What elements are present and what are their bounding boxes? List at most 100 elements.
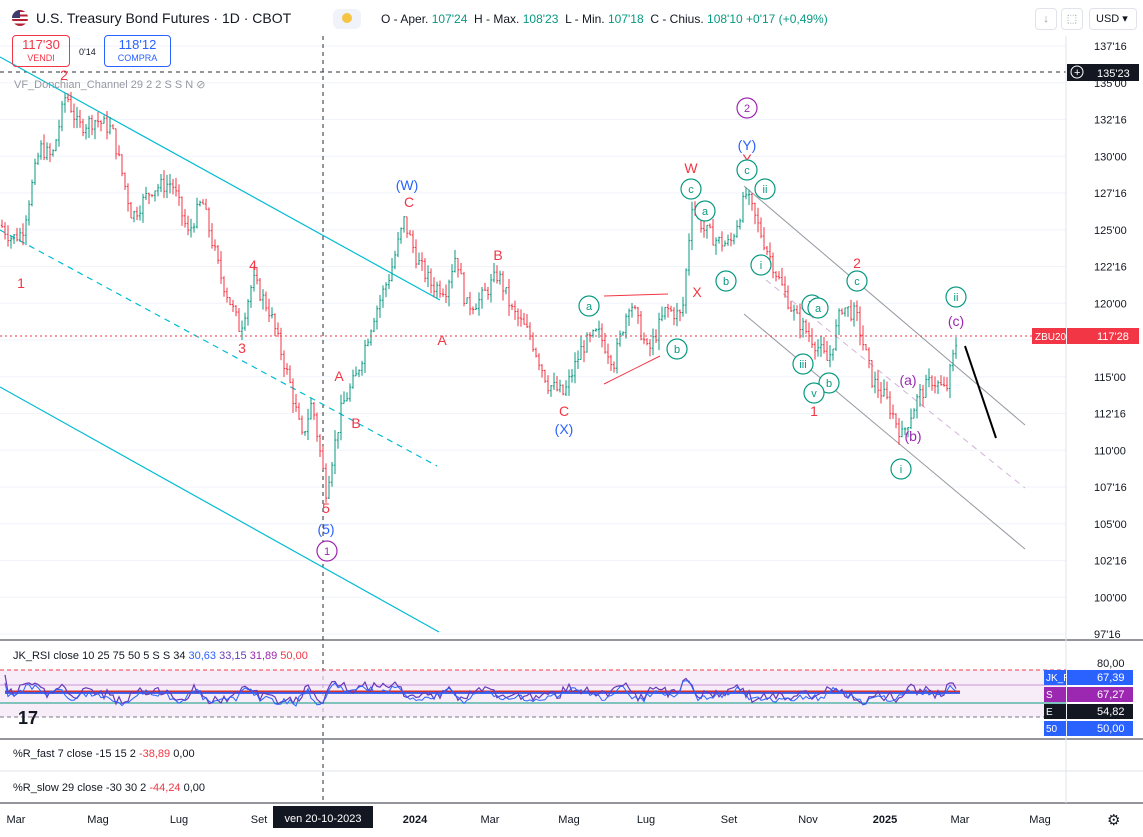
wave-label: (c)	[948, 313, 964, 329]
candle	[126, 183, 130, 212]
wave-circle	[945, 286, 967, 308]
fullscreen-icon[interactable]: ⬚	[1061, 8, 1083, 30]
candle	[366, 338, 370, 347]
candle	[372, 317, 376, 333]
candle	[720, 231, 724, 252]
candle	[582, 340, 586, 363]
crosshair-date-box	[273, 806, 373, 828]
candle	[240, 320, 244, 341]
candle	[846, 306, 850, 318]
candle	[804, 319, 808, 334]
candle	[897, 417, 901, 445]
symbol-title[interactable]: U.S. Treasury Bond Futures · 1D · CBOT	[36, 10, 292, 26]
wave-circle	[890, 458, 912, 480]
currency-select[interactable]: USD ▾	[1089, 8, 1137, 30]
candle	[216, 245, 220, 264]
price-axis: 137'16135'00132'16130'00127'16125'00122'…	[0, 41, 1139, 736]
rsi-legend[interactable]: JK_RSI close 10 25 75 50 5 S S 34 30,63 …	[13, 650, 308, 662]
candle	[45, 142, 49, 161]
candle	[690, 201, 694, 251]
candle	[237, 308, 241, 332]
wave-circle-label: 1	[316, 540, 338, 562]
candle	[831, 348, 835, 361]
candle	[186, 215, 190, 236]
candle	[144, 186, 148, 201]
candle	[663, 306, 667, 320]
candle	[276, 322, 280, 337]
candle	[120, 154, 124, 177]
candle	[336, 431, 340, 449]
candle	[222, 276, 226, 297]
rsi-line	[4, 674, 957, 706]
wave-circle-label: c	[846, 270, 868, 292]
candle	[201, 199, 205, 205]
candle	[393, 250, 397, 270]
crosshair-price-text: 135'23	[1097, 68, 1130, 80]
rsi-badge-tag: JK_RSI	[1046, 673, 1080, 684]
channel-lines	[0, 56, 1026, 633]
candle	[333, 430, 337, 475]
buy-button[interactable]: 118'12 COMPRA	[104, 35, 171, 67]
price-tick-label: 125'00	[1094, 225, 1127, 237]
candle	[39, 140, 43, 160]
candle	[567, 369, 571, 396]
candle	[369, 329, 373, 346]
rsi-badge-tag-bg	[1044, 687, 1066, 702]
candle	[474, 303, 478, 310]
candle	[666, 303, 670, 318]
candle	[213, 239, 217, 251]
candle	[615, 338, 619, 374]
candle	[102, 115, 106, 124]
chart-grid	[0, 45, 1066, 635]
candle	[54, 139, 58, 152]
wave-label: Y	[742, 151, 752, 167]
download-icon[interactable]: ↓	[1035, 8, 1057, 30]
settings-gear-icon[interactable]: ⚙	[1107, 812, 1121, 829]
candle	[669, 305, 673, 312]
candle	[30, 179, 34, 207]
hide-eye-icon[interactable]: ⊘	[196, 79, 206, 91]
market-status-icon[interactable]	[333, 9, 361, 29]
candle	[888, 391, 892, 420]
candle	[576, 350, 580, 370]
chart-header: U.S. Treasury Bond Futures · 1D · CBOT O…	[0, 0, 1143, 36]
candle	[174, 177, 178, 197]
candle	[453, 249, 457, 273]
candle	[501, 271, 505, 301]
candle	[411, 230, 415, 254]
candle	[183, 209, 187, 228]
candle	[540, 364, 544, 378]
candle	[456, 257, 460, 278]
price-tick-label: 122'16	[1094, 262, 1127, 274]
candle	[192, 223, 196, 233]
rsi-axis-badge: JK_RSI 67,39	[1044, 670, 1133, 685]
crosshair-price-box	[1067, 64, 1139, 81]
candle	[114, 128, 118, 160]
candle	[864, 343, 868, 351]
rslow-legend[interactable]: %R_slow 29 close -30 30 2 -44,24 0,00	[13, 782, 206, 794]
candle	[387, 274, 391, 290]
rfast-legend[interactable]: %R_fast 7 close -15 15 2 -38,89 0,00	[13, 748, 195, 760]
candle	[510, 303, 514, 310]
wave-label: 3	[238, 340, 246, 356]
candle	[573, 352, 577, 384]
candle	[315, 412, 319, 442]
candle	[834, 319, 838, 351]
price-tick-label: 97'16	[1094, 629, 1121, 641]
candle	[123, 172, 127, 191]
candle	[150, 194, 154, 198]
candle	[954, 337, 958, 359]
candle	[348, 383, 352, 402]
candle	[822, 336, 826, 354]
candle	[732, 233, 736, 245]
candle	[726, 234, 730, 246]
sell-button[interactable]: 117'30 VENDI	[12, 35, 70, 67]
donchian-indicator-label[interactable]: VF_Donchian_Channel 29 2 2 S S N ⊘	[14, 79, 206, 91]
rsi-axis-badge: 50 50,00	[1044, 721, 1133, 736]
rsi-badge-value-bg	[1067, 670, 1133, 685]
wave-circle-label: a	[578, 295, 600, 317]
candle	[168, 174, 172, 194]
wave-circle-label: c	[736, 159, 758, 181]
candle	[537, 353, 541, 371]
